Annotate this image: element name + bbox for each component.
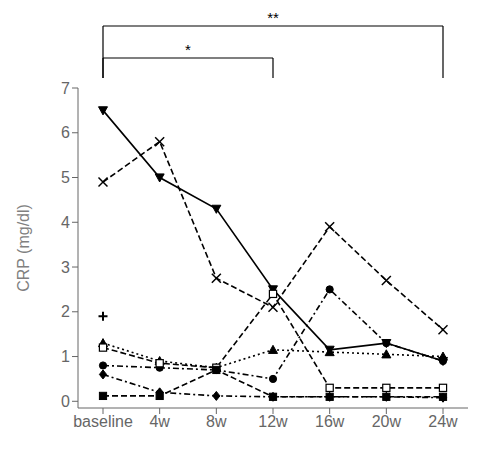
svg-text:2: 2 — [61, 303, 70, 320]
svg-text:24w: 24w — [428, 413, 458, 430]
svg-text:*: * — [185, 41, 191, 58]
svg-text:1: 1 — [61, 348, 70, 365]
svg-text:5: 5 — [61, 169, 70, 186]
svg-text:8w: 8w — [206, 413, 227, 430]
svg-text:16w: 16w — [315, 413, 345, 430]
svg-text:4: 4 — [61, 214, 70, 231]
svg-text:0: 0 — [61, 393, 70, 410]
svg-text:6: 6 — [61, 124, 70, 141]
svg-text:3: 3 — [61, 259, 70, 276]
svg-text:baseline: baseline — [73, 413, 133, 430]
svg-text:7: 7 — [61, 80, 70, 97]
svg-text:**: ** — [267, 9, 279, 26]
svg-text:20w: 20w — [372, 413, 402, 430]
svg-text:4w: 4w — [149, 413, 170, 430]
svg-text:12w: 12w — [258, 413, 288, 430]
svg-text:CRP (mg/dl): CRP (mg/dl) — [15, 204, 32, 292]
